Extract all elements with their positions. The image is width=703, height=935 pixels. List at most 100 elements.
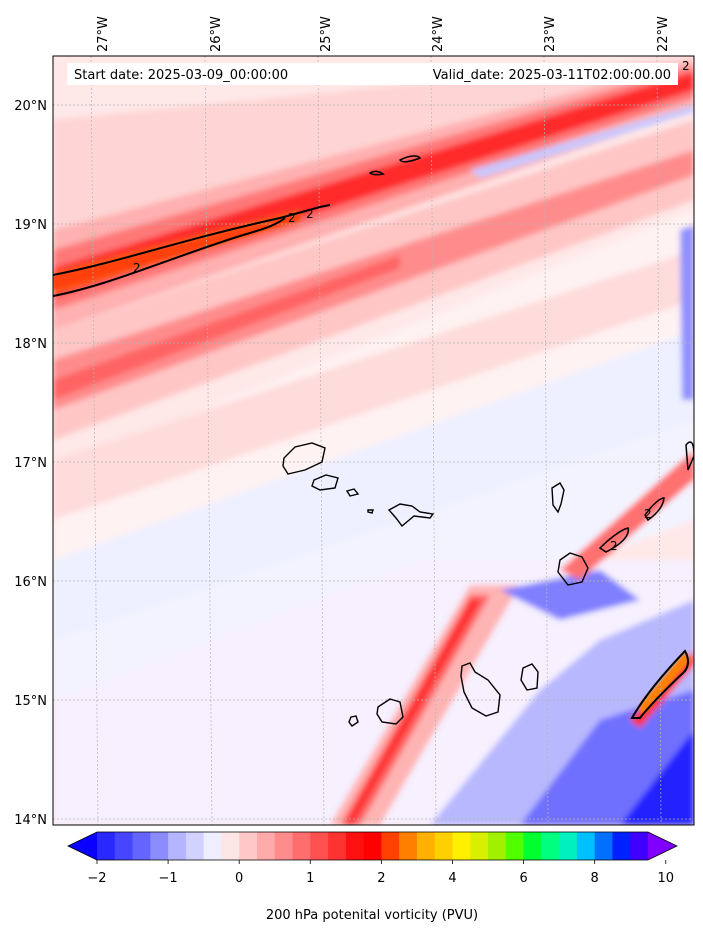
- colorbar-cell: [132, 832, 151, 860]
- island-sao-vicente: [311, 474, 339, 491]
- start-date-label: Start date: 2025-03-09_00:00:00: [74, 68, 288, 83]
- colorbar-tick-label: −2: [87, 871, 106, 886]
- colorbar-cell: [630, 832, 649, 860]
- contour-label-3: 2: [306, 207, 314, 221]
- island-boa-vista: [557, 552, 589, 586]
- island-maio: [520, 663, 539, 691]
- lon-label-27w: 27°W: [96, 16, 111, 52]
- colorbar-tick-label: −1: [159, 871, 178, 886]
- map-frame: [52, 55, 695, 826]
- colorbar-cell: [310, 832, 329, 860]
- band2-mid: [53, 150, 694, 410]
- contour-label-2: 2: [288, 211, 296, 225]
- latitude-labels: 20°N 19°N 18°N 17°N 16°N 15°N 14°N: [14, 99, 47, 828]
- colorbar-cell: [168, 832, 187, 860]
- island-islet: [367, 509, 374, 514]
- colorbar-cells: [97, 832, 649, 860]
- colorbar-cell: [185, 832, 205, 860]
- lat-label-17n: 17°N: [14, 456, 47, 471]
- lat-label-18n: 18°N: [14, 337, 47, 352]
- contour-north-b: [53, 217, 286, 297]
- colorbar-cell: [97, 832, 116, 860]
- contour-label-4: 2: [682, 59, 690, 73]
- colorbar-cell: [594, 832, 614, 860]
- colorbar-cell: [363, 832, 382, 860]
- colorbar-cell: [559, 832, 578, 860]
- lat-label-15n: 15°N: [14, 694, 47, 709]
- lon-label-23w: 23°W: [543, 16, 558, 52]
- east-red-filament: [560, 450, 694, 580]
- lat-label-19n: 19°N: [14, 218, 47, 233]
- contour-north-a: [53, 204, 331, 276]
- colorbar-cell: [292, 832, 311, 860]
- colorbar-cell: [399, 832, 418, 860]
- colorbar-tick-label: 10: [658, 871, 675, 886]
- lat-label-14n: 14°N: [14, 813, 47, 828]
- colorbar-cell: [203, 832, 223, 860]
- colorbar-cell: [452, 832, 471, 860]
- upper-blue-streak: [470, 105, 694, 178]
- colorbar-cell: [256, 832, 276, 860]
- colorbar-cell: [505, 832, 525, 860]
- colorbar-tick-label: 4: [448, 871, 456, 886]
- lon-label-26w: 26°W: [209, 16, 224, 52]
- graticule: [53, 56, 694, 825]
- contour-labels: 2 2 2 2 2 2: [133, 59, 690, 553]
- colorbar: −2−10124681014: [67, 831, 678, 886]
- island-sao-nicolau: [387, 503, 435, 528]
- colorbar-title: 200 hPa potenital vorticity (PVU): [266, 908, 478, 923]
- blue-patch-cape-verde: [500, 570, 640, 620]
- se-blue-core: [620, 730, 694, 825]
- longitude-labels: 27°W 26°W 25°W 24°W 23°W 22°W: [96, 16, 671, 52]
- colorbar-cell: [576, 832, 596, 860]
- colorbar-cell: [114, 832, 134, 860]
- contour-label-6: 2: [610, 539, 618, 553]
- pv-field: 2 2 2 2 2 2: [53, 56, 694, 825]
- colorbar-right-extension: [648, 832, 677, 860]
- island-brava: [348, 715, 359, 727]
- contour-east: [630, 649, 689, 719]
- coastlines: [282, 442, 589, 727]
- band2-core: [53, 255, 400, 400]
- colorbar-cell: [488, 832, 507, 860]
- colorbar-left-extension: [68, 832, 97, 860]
- colorbar-cell: [416, 832, 436, 860]
- colorbar-cell: [523, 832, 542, 860]
- colorbar-cell: [381, 832, 400, 860]
- colorbar-cell: [150, 832, 169, 860]
- colorbar-cell: [541, 832, 560, 860]
- lon-label-25w: 25°W: [319, 16, 334, 52]
- header-box: [67, 63, 678, 85]
- colorbar-tick-label: 2: [377, 871, 385, 886]
- lon-label-22w: 22°W: [656, 16, 671, 52]
- colorbar-tick-label: 6: [519, 871, 527, 886]
- colorbar-cell: [434, 832, 454, 860]
- south-band-core: [345, 600, 480, 825]
- island-santiago: [460, 662, 501, 717]
- island-fogo: [376, 698, 404, 725]
- island-santa-luzia: [345, 488, 360, 497]
- colorbar-tick-label: 1: [306, 871, 314, 886]
- colorbar-tick-label: 8: [591, 871, 599, 886]
- colorbar-cell: [612, 832, 631, 860]
- mid-pink: [53, 250, 694, 520]
- lat-label-16n: 16°N: [14, 575, 47, 590]
- colorbar-cell: [221, 832, 240, 860]
- island-santo-antao: [282, 442, 326, 475]
- contour-label-5: 2: [644, 507, 652, 521]
- lon-label-24w: 24°W: [431, 16, 446, 52]
- colorbar-cell: [345, 832, 365, 860]
- colorbar-tick-label: 0: [235, 871, 243, 886]
- colorbar-cell: [470, 832, 489, 860]
- upper-pink-band: [53, 56, 694, 230]
- lat-label-20n: 20°N: [14, 99, 47, 114]
- right-edge-blue: [680, 225, 694, 400]
- colorbar-ticks: −2−10124681014: [87, 860, 675, 886]
- colorbar-cell: [239, 832, 258, 860]
- pv-contours: [53, 155, 694, 719]
- contour-label-1: 2: [133, 261, 141, 275]
- colorbar-cell: [328, 832, 347, 860]
- valid-date-label: Valid_date: 2025-03-11T02:00:00.00: [433, 68, 671, 83]
- colorbar-cell: [274, 832, 294, 860]
